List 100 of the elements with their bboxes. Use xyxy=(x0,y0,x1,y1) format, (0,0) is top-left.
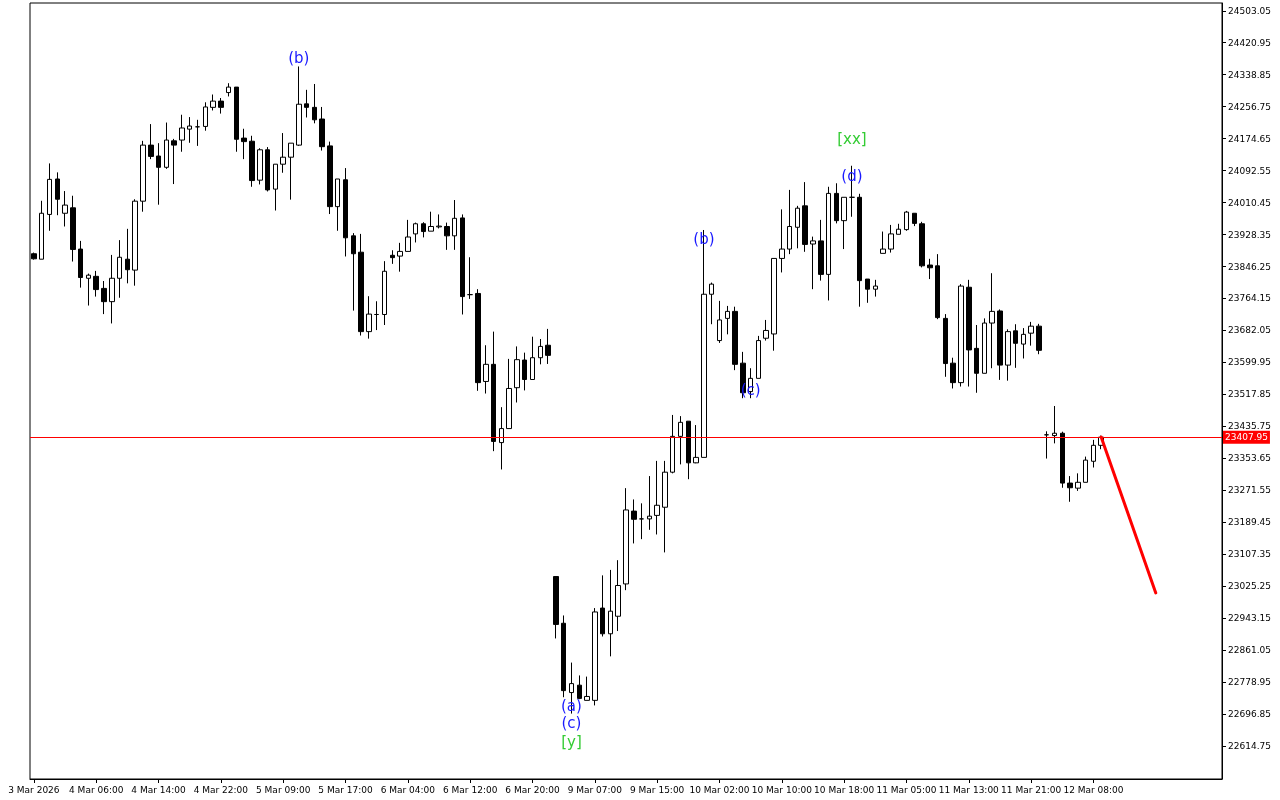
candlestick xyxy=(436,213,442,229)
candlestick xyxy=(1091,439,1096,469)
candlestick xyxy=(522,352,527,391)
candlestick xyxy=(483,344,489,395)
candlestick xyxy=(725,305,730,335)
y-tick-label: 23599.95 xyxy=(1228,357,1271,368)
candlestick xyxy=(997,308,1003,381)
candlestick xyxy=(499,406,504,470)
candlestick xyxy=(366,295,372,340)
candlestick xyxy=(1021,327,1026,359)
candlestick xyxy=(693,424,699,464)
candlestick xyxy=(280,132,286,174)
candlestick xyxy=(1028,321,1034,347)
y-tick-label: 23517.85 xyxy=(1228,389,1271,400)
candlestick xyxy=(608,569,613,657)
candlestick xyxy=(156,142,161,206)
candlestick xyxy=(709,282,714,325)
candlestick xyxy=(140,140,146,213)
candlestick xyxy=(257,147,263,185)
candlestick xyxy=(101,280,107,315)
candlestick xyxy=(639,502,644,540)
candlestick xyxy=(958,283,964,388)
annotation: (b) xyxy=(288,49,310,67)
candlestick xyxy=(545,328,551,365)
x-tick-label: 11 Mar 05:00 xyxy=(876,784,937,795)
y-tick-label: 24503.05 xyxy=(1228,5,1271,16)
candlestick xyxy=(538,338,543,365)
candlestick xyxy=(226,82,231,97)
y-tick-label: 23435.75 xyxy=(1228,421,1271,432)
candlestick xyxy=(312,83,317,124)
candlestick xyxy=(265,146,270,192)
candlestick xyxy=(203,101,208,132)
candlestick xyxy=(55,171,60,216)
candlestick xyxy=(927,258,933,280)
candlestick xyxy=(810,236,816,290)
candlestick xyxy=(904,210,909,232)
y-tick-label: 23107.35 xyxy=(1228,549,1271,560)
y-tick-label: 24010.45 xyxy=(1228,197,1271,208)
candlestick xyxy=(218,97,224,115)
candlestick xyxy=(857,193,862,308)
x-tick-label: 11 Mar 13:00 xyxy=(938,784,1000,795)
candlestick xyxy=(452,199,457,251)
candlestick xyxy=(39,200,44,260)
candlestick xyxy=(210,94,216,111)
ref-line-label: 23407.95 xyxy=(1225,432,1268,443)
candlestick xyxy=(670,414,675,474)
candlestick xyxy=(351,232,356,312)
candlestick xyxy=(288,142,294,201)
candlestick xyxy=(787,189,792,255)
candlestick xyxy=(374,300,379,331)
x-tick-label: 12 Mar 08:00 xyxy=(1063,784,1124,795)
y-tick-label: 22861.05 xyxy=(1228,645,1271,656)
candlestick xyxy=(1005,328,1011,382)
x-tick-label: 10 Mar 18:00 xyxy=(814,784,875,795)
candlestick xyxy=(475,288,481,392)
candlestick xyxy=(109,254,115,324)
candlestick xyxy=(62,190,68,227)
candlestick xyxy=(1060,431,1065,489)
candlestick xyxy=(78,240,83,289)
y-tick-label: 23764.15 xyxy=(1228,293,1271,304)
candlestick xyxy=(273,163,278,212)
x-tick-label: 3 Mar 2026 xyxy=(8,784,60,795)
candlestick xyxy=(600,574,605,637)
candlestick xyxy=(779,208,785,273)
candlestick xyxy=(896,223,901,235)
candlestick xyxy=(950,357,956,389)
y-tick-label: 24174.65 xyxy=(1228,133,1271,144)
y-tick-label: 22614.75 xyxy=(1228,741,1271,751)
candlestick xyxy=(319,106,325,152)
candlestick xyxy=(1013,323,1018,369)
candlestick xyxy=(132,198,138,287)
annotation: [y] xyxy=(561,733,582,751)
y-tick-label: 22696.85 xyxy=(1228,709,1271,720)
y-tick-label: 23189.45 xyxy=(1228,517,1271,528)
candlestick xyxy=(234,86,239,153)
x-tick-label: 9 Mar 15:00 xyxy=(629,784,685,795)
candlestick xyxy=(249,135,255,188)
x-tick-label: 6 Mar 04:00 xyxy=(380,784,436,795)
y-tick-label: 23846.25 xyxy=(1228,261,1271,272)
candlestick xyxy=(732,306,738,371)
candlestick xyxy=(577,674,582,700)
candlestick xyxy=(187,116,192,144)
candlestick xyxy=(506,358,512,430)
candlestick xyxy=(662,460,668,553)
candlestick xyxy=(935,253,940,320)
y-tick-label: 23353.65 xyxy=(1228,453,1271,464)
y-tick-label: 24420.95 xyxy=(1228,37,1271,48)
candlestick xyxy=(304,89,309,118)
y-tick-label: 23271.55 xyxy=(1228,485,1271,496)
candlestick xyxy=(241,128,247,160)
candlestick xyxy=(382,260,387,326)
candlestick xyxy=(413,222,418,243)
x-tick-label: 6 Mar 20:00 xyxy=(505,784,560,795)
candlestick xyxy=(397,242,403,273)
candlestick xyxy=(631,498,637,544)
candlestick xyxy=(460,213,465,315)
candlestick xyxy=(93,270,99,298)
candlestick xyxy=(343,167,348,257)
candlestick xyxy=(678,415,683,465)
candlestick xyxy=(327,141,333,215)
